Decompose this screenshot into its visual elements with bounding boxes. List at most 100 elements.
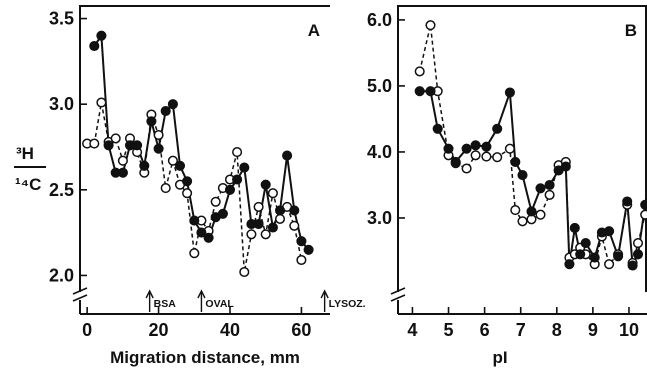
x-tick-label: 40 bbox=[220, 320, 240, 340]
data-point-open bbox=[239, 266, 250, 278]
data-point-filled bbox=[526, 206, 537, 217]
data-point-filled bbox=[217, 208, 228, 219]
data-point-filled bbox=[282, 150, 293, 161]
data-point-open bbox=[274, 213, 286, 224]
data-point-filled bbox=[232, 174, 243, 185]
x-axis-title: Migration distance, mm bbox=[110, 348, 300, 367]
x-tick-label: 0 bbox=[82, 320, 92, 340]
marker-label: BSA bbox=[154, 298, 177, 310]
data-point-filled bbox=[450, 156, 461, 167]
data-point-filled bbox=[580, 238, 591, 249]
data-point-open bbox=[117, 155, 128, 166]
data-point-filled bbox=[174, 160, 186, 171]
data-point-filled bbox=[103, 140, 114, 151]
data-point-filled bbox=[89, 40, 100, 52]
y-tick-label: 4.0 bbox=[367, 142, 392, 162]
data-point-filled bbox=[492, 123, 503, 134]
data-point-filled bbox=[544, 179, 555, 191]
data-point-filled bbox=[153, 143, 164, 154]
data-point-filled bbox=[182, 176, 193, 187]
data-point-open bbox=[260, 229, 271, 240]
data-point-filled bbox=[632, 249, 644, 260]
data-point-filled bbox=[139, 160, 150, 171]
data-point-filled bbox=[535, 183, 546, 194]
data-point-filled bbox=[303, 244, 314, 255]
data-point-open bbox=[89, 138, 100, 149]
y-tick-label: 2.5 bbox=[49, 180, 74, 200]
y-axis-title-top: ³H bbox=[16, 144, 34, 163]
x-tick-label: 8 bbox=[552, 320, 562, 340]
data-point-filled bbox=[117, 167, 128, 178]
axis-break-mark bbox=[72, 287, 88, 302]
series-filled-line bbox=[419, 90, 647, 267]
marker-label: OVAL bbox=[205, 298, 234, 310]
y-tick-label: 3.0 bbox=[367, 208, 392, 228]
x-tick-label: 6 bbox=[480, 320, 490, 340]
y-tick-label: 3.0 bbox=[49, 94, 74, 114]
data-point-filled bbox=[196, 227, 207, 238]
x-tick-label: 20 bbox=[149, 320, 169, 340]
data-point-filled bbox=[96, 30, 107, 41]
data-point-open bbox=[296, 254, 307, 266]
data-point-filled bbox=[239, 162, 250, 173]
data-point-open bbox=[492, 152, 503, 163]
data-point-filled bbox=[260, 179, 271, 190]
data-point-filled bbox=[589, 252, 600, 263]
data-point-filled bbox=[167, 99, 178, 110]
data-point-filled bbox=[146, 116, 157, 127]
plot-frame bbox=[79, 5, 330, 292]
y-tick-label: 5.0 bbox=[367, 76, 392, 96]
panel-b: B 3.0 4.0 5.0 6.0 4 5 6 7 8 9 10 pI bbox=[367, 5, 647, 367]
data-point-filled bbox=[575, 249, 586, 260]
data-point-open bbox=[544, 189, 555, 200]
x-tick-label: 4 bbox=[407, 320, 417, 340]
data-point-open bbox=[632, 238, 644, 249]
data-point-open bbox=[182, 188, 193, 199]
y-axis-title: ³H ¹⁴C bbox=[14, 144, 46, 194]
y-axis-title-bottom: ¹⁴C bbox=[15, 175, 41, 194]
data-point-filled bbox=[622, 196, 633, 207]
x-tick-label: 9 bbox=[588, 320, 598, 340]
data-point-open bbox=[246, 229, 257, 240]
data-point-filled bbox=[481, 141, 492, 152]
data-point-filled bbox=[517, 170, 528, 181]
data-point-filled bbox=[414, 86, 425, 97]
data-point-filled bbox=[425, 86, 436, 97]
data-point-filled bbox=[504, 87, 515, 98]
data-point-open bbox=[470, 150, 481, 161]
data-point-filled bbox=[224, 184, 236, 195]
marker-arrow-head bbox=[145, 289, 154, 299]
data-point-open bbox=[461, 163, 472, 174]
data-point-filled bbox=[564, 259, 575, 270]
marker-label: LYSOZ. bbox=[329, 298, 366, 310]
x-tick-label: 60 bbox=[291, 320, 311, 340]
data-point-open bbox=[504, 143, 515, 154]
data-point-filled bbox=[432, 123, 443, 134]
data-point-filled bbox=[443, 143, 454, 154]
x-tick-label: 10 bbox=[619, 320, 639, 340]
data-point-filled bbox=[569, 222, 580, 233]
data-point-filled bbox=[274, 205, 286, 216]
data-point-filled bbox=[560, 161, 571, 172]
panel-letter: A bbox=[308, 21, 320, 40]
data-point-filled bbox=[470, 140, 481, 151]
data-point-filled bbox=[253, 219, 264, 230]
data-point-filled bbox=[203, 232, 214, 243]
marker-arrow-head bbox=[197, 289, 206, 299]
marker-arrow-head bbox=[320, 289, 329, 299]
x-tick-label: 7 bbox=[516, 320, 526, 340]
data-point-filled bbox=[613, 251, 624, 262]
data-point-open bbox=[210, 196, 221, 207]
data-point-open bbox=[604, 259, 615, 270]
y-tick-label: 6.0 bbox=[367, 10, 392, 30]
plot-frame bbox=[397, 5, 647, 292]
data-point-open bbox=[481, 151, 492, 162]
x-axis-title: pI bbox=[492, 348, 507, 367]
data-point-open bbox=[110, 133, 121, 144]
data-point-open bbox=[96, 97, 107, 108]
data-point-open bbox=[167, 155, 178, 166]
data-point-open bbox=[153, 129, 164, 141]
panel-a: A 2.0 2.5 3.0 3.5 0 20 40 60 Migration distance, … bbox=[49, 5, 366, 367]
data-point-open bbox=[535, 209, 546, 220]
